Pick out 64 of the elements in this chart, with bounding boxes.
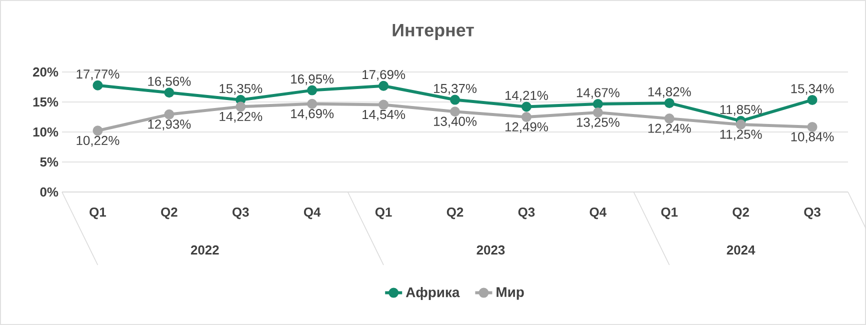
point <box>736 120 746 130</box>
text: 2023 <box>476 245 505 255</box>
data-label: 11,25% <box>720 130 762 140</box>
data-label: 14,21% <box>505 90 548 102</box>
data-label: 14,54% <box>362 110 406 121</box>
x-tick-label: Q1 <box>90 208 106 220</box>
data-label: 12,49% <box>505 122 548 133</box>
point <box>236 102 246 112</box>
x-tick-label: Q4 <box>304 208 321 220</box>
y-tick-label: 20% <box>33 67 58 77</box>
data-label: 10,84% <box>791 132 834 143</box>
data-label: 16,95% <box>291 74 334 86</box>
x-tick-label: Q1 <box>375 208 392 220</box>
x-tick-label: Q1 <box>661 208 678 220</box>
data-label: 14,82% <box>648 87 691 98</box>
chart-title: Интернет <box>392 24 474 40</box>
point <box>592 108 603 118</box>
data-label: 12,24% <box>648 124 691 134</box>
y-tick-label: 15% <box>33 97 58 107</box>
point <box>307 85 318 96</box>
data-label: 12,93% <box>148 120 191 130</box>
legend-label: Африка <box>406 287 460 300</box>
data-label: 17,77% <box>76 70 120 80</box>
y-tick-label: 5% <box>40 157 58 167</box>
data-label: 13,25% <box>576 118 620 128</box>
point <box>450 94 460 105</box>
x-tick-label: Q3 <box>232 208 249 220</box>
legend-label: Мир <box>496 287 524 300</box>
x-tick-label: Q2 <box>732 208 749 220</box>
data-label: 14,67% <box>576 88 620 99</box>
point <box>164 88 174 98</box>
point <box>521 112 532 122</box>
data-label: 13,40% <box>434 116 477 128</box>
point <box>378 80 389 91</box>
data-label: 11,85% <box>720 104 762 116</box>
x-tick-label: Q2 <box>446 208 464 220</box>
data-label: 15,35% <box>220 84 262 95</box>
x-tick-label: Q3 <box>518 208 535 220</box>
data-label: 14,22% <box>220 112 262 123</box>
point <box>92 80 103 90</box>
x-tick-label: Q3 <box>804 208 820 220</box>
point <box>807 94 818 105</box>
point <box>807 122 818 132</box>
x-tick-label: Q2 <box>161 208 178 220</box>
point <box>450 106 460 117</box>
point <box>592 98 603 109</box>
point <box>92 126 103 136</box>
point <box>378 100 389 110</box>
point <box>307 98 318 109</box>
data-label: 17,69% <box>362 70 406 81</box>
text: 2024 <box>726 245 756 255</box>
x-tick-label: Q4 <box>590 208 606 220</box>
point <box>664 114 674 124</box>
data-label: 15,34% <box>791 84 834 95</box>
data-label: 16,56% <box>148 76 191 88</box>
data-label: 14,69% <box>291 109 334 120</box>
point <box>164 109 174 120</box>
point <box>664 98 674 108</box>
y-tick-label: 0% <box>40 187 58 197</box>
data-label: 10,22% <box>76 136 120 147</box>
text: 2022 <box>190 245 219 255</box>
y-tick-label: 10% <box>33 127 58 137</box>
point <box>521 102 532 112</box>
data-label: 15,37% <box>434 84 477 95</box>
